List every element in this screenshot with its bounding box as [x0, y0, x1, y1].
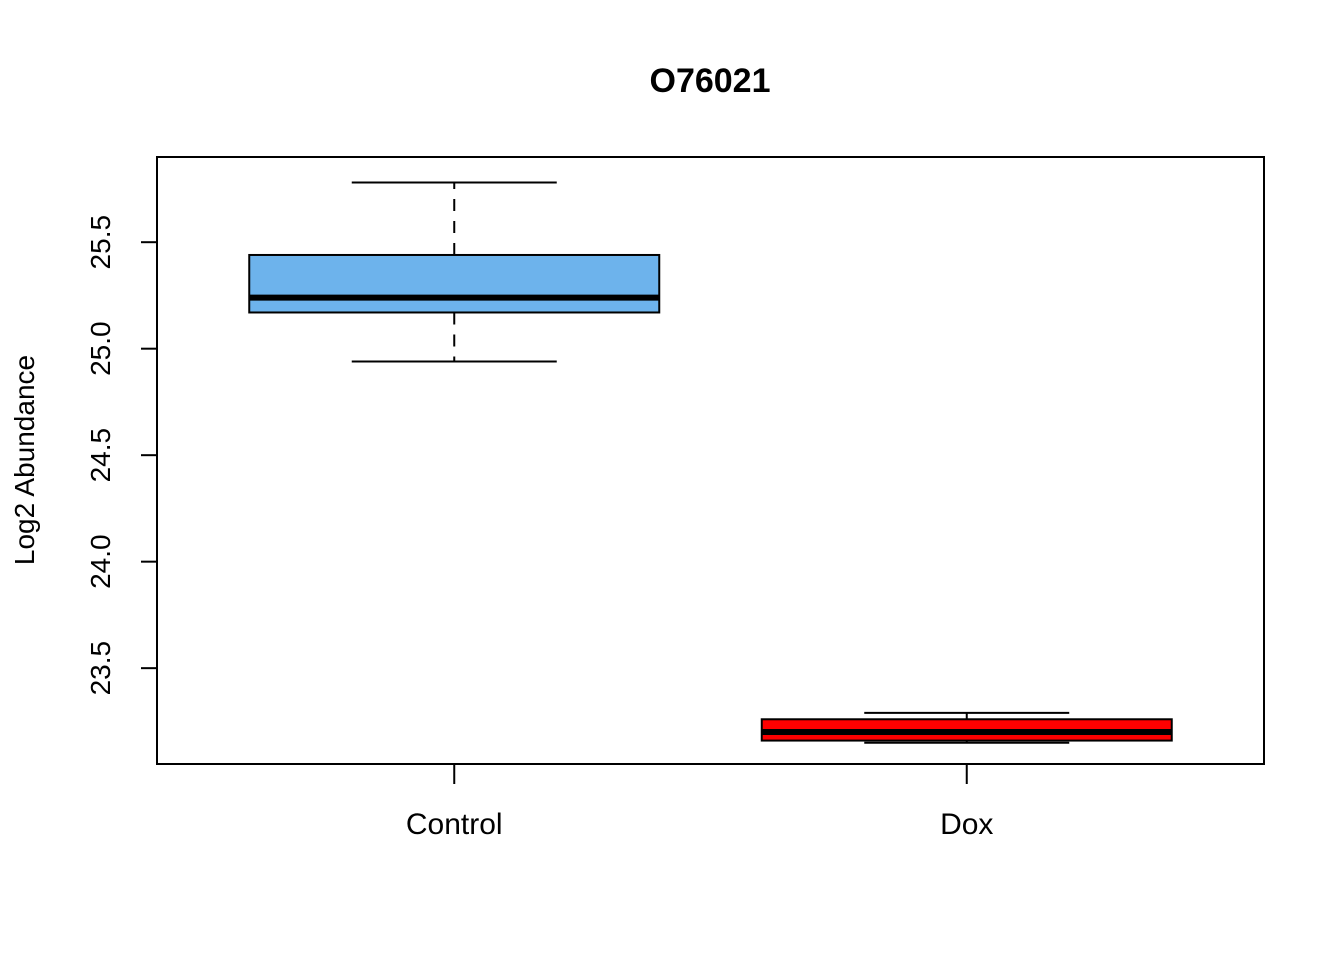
iqr-box: [248, 253, 661, 314]
box-control: [248, 181, 661, 363]
boxes-layer: [248, 181, 1173, 744]
y-tick-label: 23.5: [85, 641, 116, 696]
box-dox: [760, 711, 1173, 744]
y-axis: 23.5 24.0 24.5 25.0 25.5: [85, 215, 158, 696]
plot-frame: [156, 156, 1265, 765]
y-axis-label: Log2 Abundance: [9, 355, 40, 565]
y-tick-label: 24.5: [85, 428, 116, 483]
y-tick-label: 24.0: [85, 534, 116, 589]
y-tick-label: 25.0: [85, 321, 116, 376]
y-tick-label: 25.5: [85, 215, 116, 270]
x-axis: Control Dox: [406, 764, 993, 841]
chart-title: O76021: [650, 62, 771, 100]
x-tick-label: Control: [406, 808, 503, 841]
x-tick-label: Dox: [940, 808, 993, 841]
